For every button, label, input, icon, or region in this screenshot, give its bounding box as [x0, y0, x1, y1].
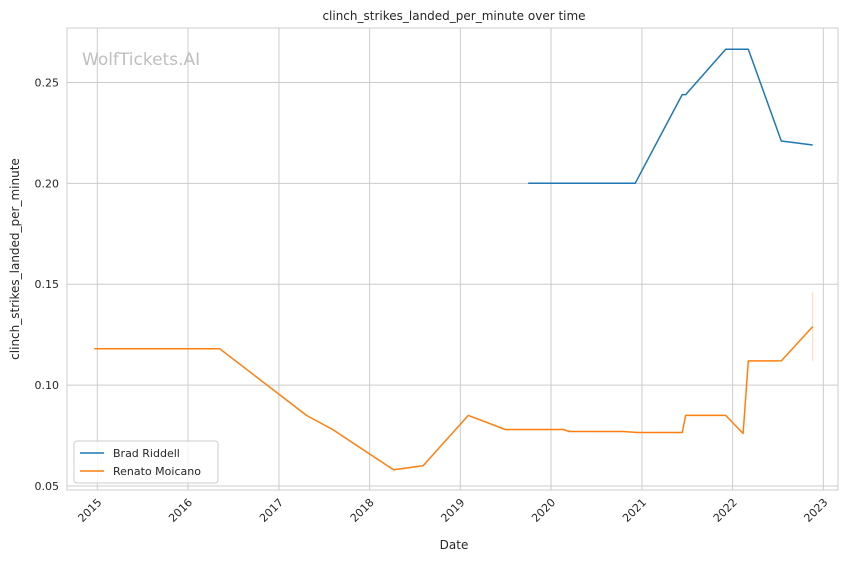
legend: Brad Riddell Renato Moicano: [73, 440, 219, 484]
x-axis-label: Date: [440, 538, 469, 552]
grid: [67, 28, 838, 490]
y-tick-labels: 0.05 0.10 0.15 0.20 0.25: [35, 76, 60, 492]
watermark: WolfTickets.AI: [82, 50, 200, 70]
legend-label-brad-riddell: Brad Riddell: [113, 447, 180, 460]
legend-label-renato-moicano: Renato Moicano: [113, 465, 201, 478]
y-axis-label: clinch_strikes_landed_per_minute: [8, 158, 22, 360]
chart-title: clinch_strikes_landed_per_minute over ti…: [322, 9, 585, 23]
y-tick-label: 0.15: [35, 278, 60, 291]
y-tick-label: 0.20: [35, 177, 60, 190]
legend-box: [73, 440, 219, 484]
series-lines: [94, 48, 814, 471]
series-line-0: [528, 48, 813, 185]
y-tick-label: 0.05: [35, 480, 60, 493]
y-tick-label: 0.10: [35, 379, 60, 392]
plot-area-frame: [66, 27, 839, 491]
y-tick-label: 0.25: [35, 76, 60, 89]
series-line-1: [94, 326, 814, 471]
